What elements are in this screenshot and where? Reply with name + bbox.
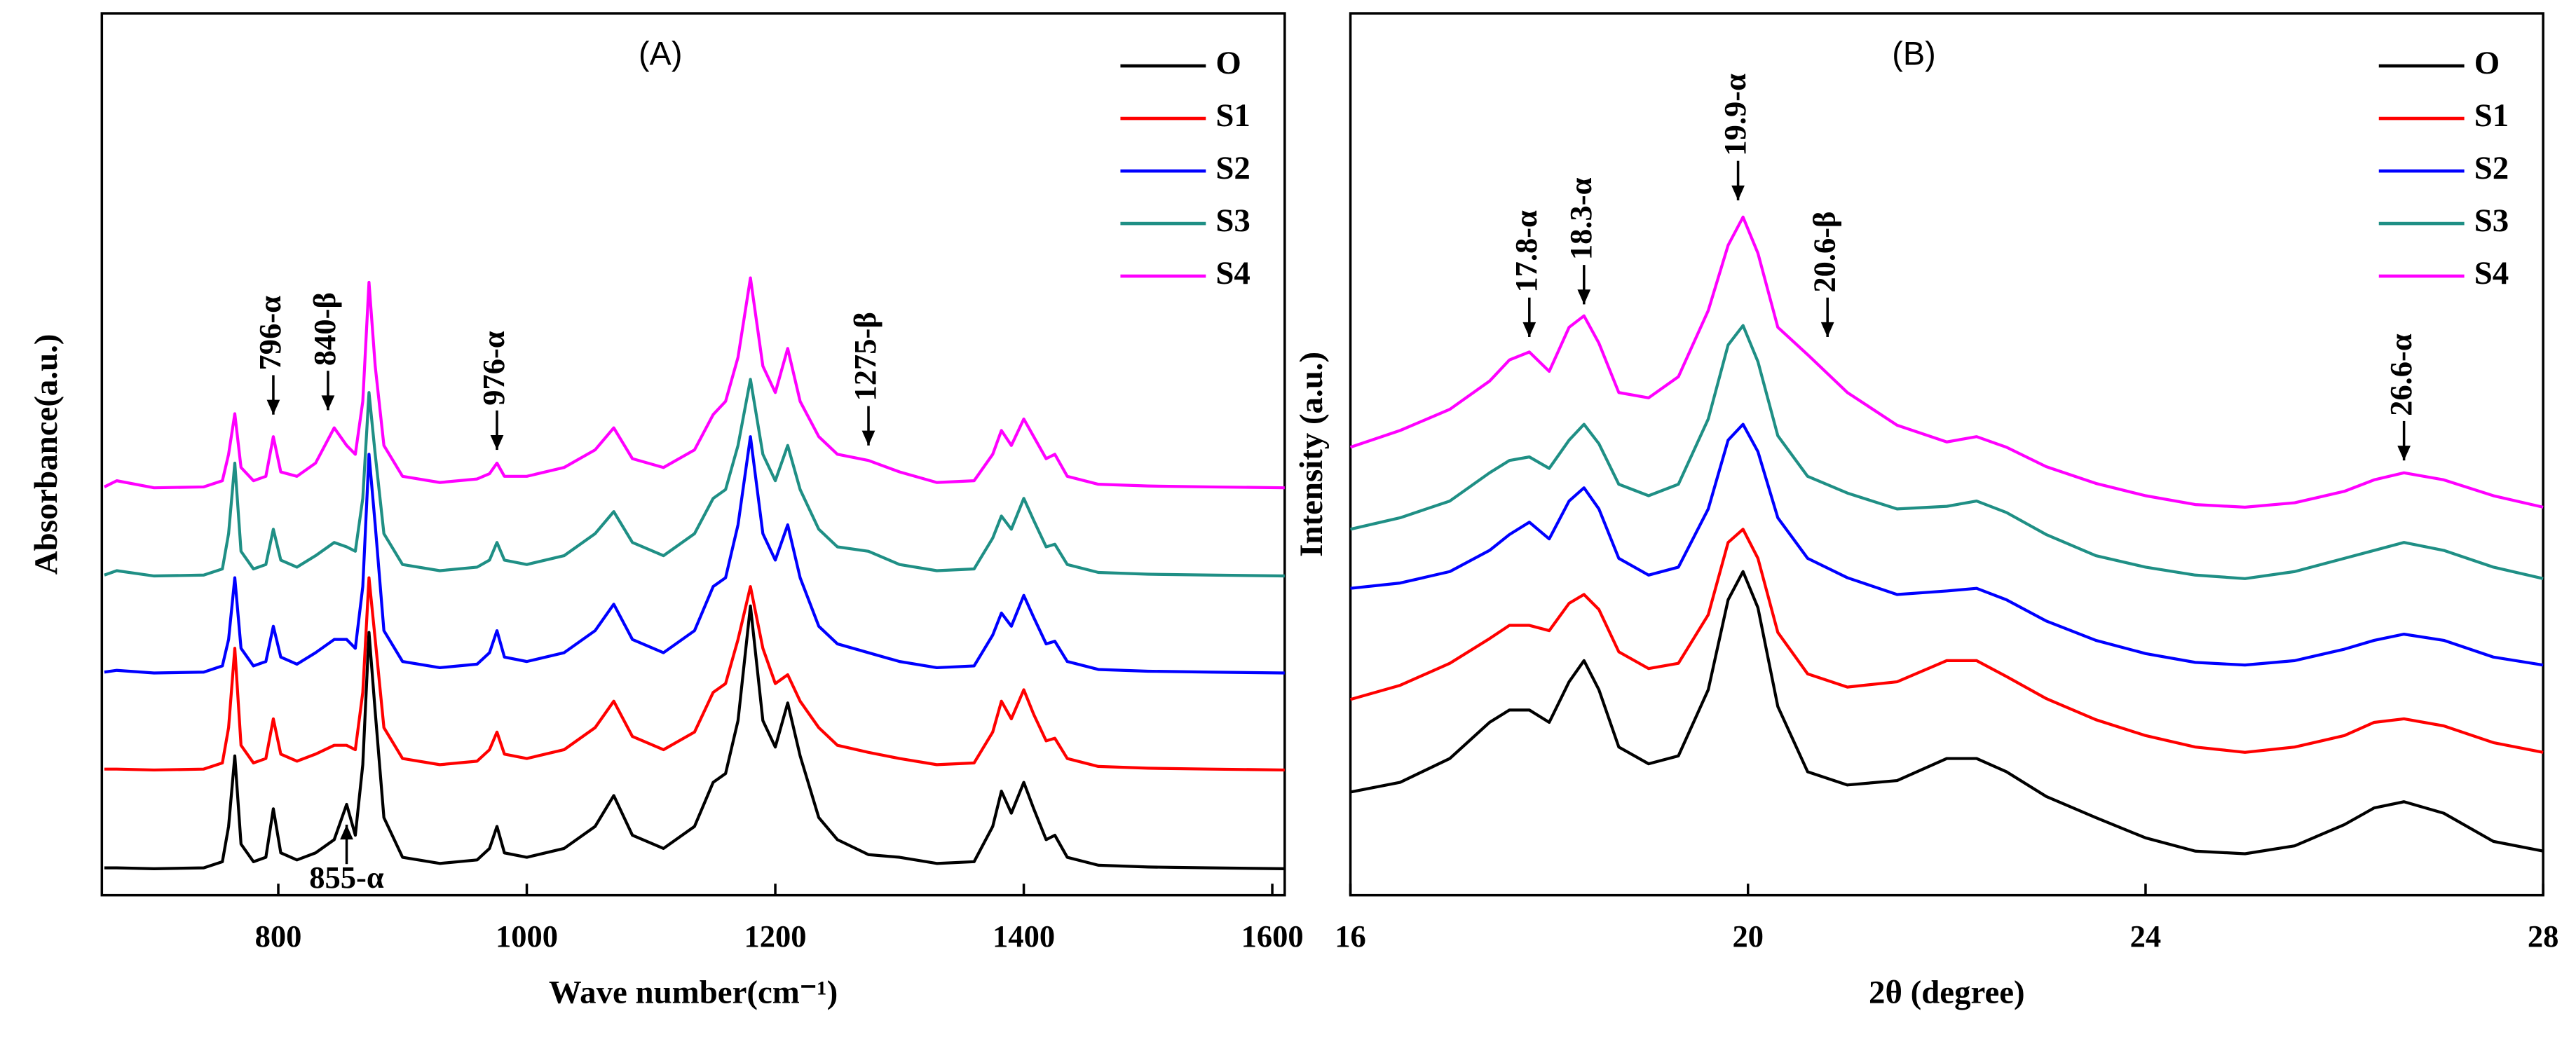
legend-label: S2 (1215, 150, 1250, 186)
spectrum-line (104, 435, 1285, 675)
x-axis-label: 2θ (degree) (1869, 974, 2025, 1010)
annotation-label: 1275-β (847, 312, 882, 401)
annotation-label: 855-α (309, 860, 384, 895)
x-tick-label: 28 (2528, 919, 2559, 954)
x-tick-label: 16 (1335, 919, 1366, 954)
legend-label: S3 (2474, 202, 2509, 239)
arrow-head (861, 430, 875, 446)
spectrum-line (104, 604, 1285, 871)
annotation-label: 19.9-α (1717, 74, 1752, 156)
legend-label: O (2474, 45, 2500, 81)
annotation-label: 17.8-α (1508, 210, 1543, 293)
annotation-label: 18.3-α (1563, 177, 1598, 260)
legend-label: S2 (2474, 150, 2509, 186)
spectrum-line (1350, 324, 2544, 580)
plot-frame (1349, 12, 2544, 897)
spectrum-line (1350, 422, 2544, 667)
panel-title: (A) (639, 35, 682, 71)
x-axis-label: Wave number(cm⁻¹) (549, 974, 838, 1010)
spectrum-line (103, 276, 1285, 490)
x-tick-label: 800 (255, 919, 302, 954)
y-axis-label: Intensity (a.u.) (1293, 352, 1330, 557)
legend-label: S3 (1215, 202, 1250, 239)
arrow-head (1577, 289, 1591, 305)
spectrum-line (1349, 215, 2544, 509)
legend-label: S4 (2474, 255, 2509, 291)
arrow-head (2397, 446, 2411, 461)
arrow-head (1522, 322, 1536, 337)
x-tick-label: 1400 (993, 919, 1055, 954)
arrow-head (340, 824, 353, 840)
panel-title: (B) (1892, 35, 1935, 71)
x-tick-label: 20 (1732, 919, 1764, 954)
arrow-head (321, 395, 335, 411)
arrow-head (1820, 322, 1834, 337)
plot-frame (100, 12, 1286, 897)
legend-label: S1 (2474, 97, 2509, 134)
arrow-head (1731, 185, 1745, 200)
arrow-head (490, 434, 504, 451)
spectrum-line (104, 378, 1285, 578)
annotation-label: 20.6-β (1806, 211, 1841, 292)
y-axis-label: Absorbance(a.u.) (28, 334, 64, 575)
arrow-head (266, 399, 280, 415)
annotation-label: 26.6-α (2383, 334, 2418, 416)
legend-label: O (1215, 45, 1241, 81)
spectrum-line (1349, 528, 2544, 754)
annotation-label: 840-β (307, 292, 342, 366)
legend-label: S1 (1215, 97, 1250, 134)
annotation-label: 976-α (476, 331, 511, 406)
x-tick-label: 1200 (744, 919, 807, 954)
x-tick-label: 24 (2130, 919, 2162, 954)
spectrum-line (104, 576, 1285, 772)
spectrum-line (1350, 570, 2544, 856)
x-tick-label: 1000 (496, 919, 558, 954)
annotation-label: 796-α (252, 296, 287, 371)
x-tick-label: 1600 (1241, 919, 1304, 954)
legend-label: S4 (1215, 255, 1250, 291)
